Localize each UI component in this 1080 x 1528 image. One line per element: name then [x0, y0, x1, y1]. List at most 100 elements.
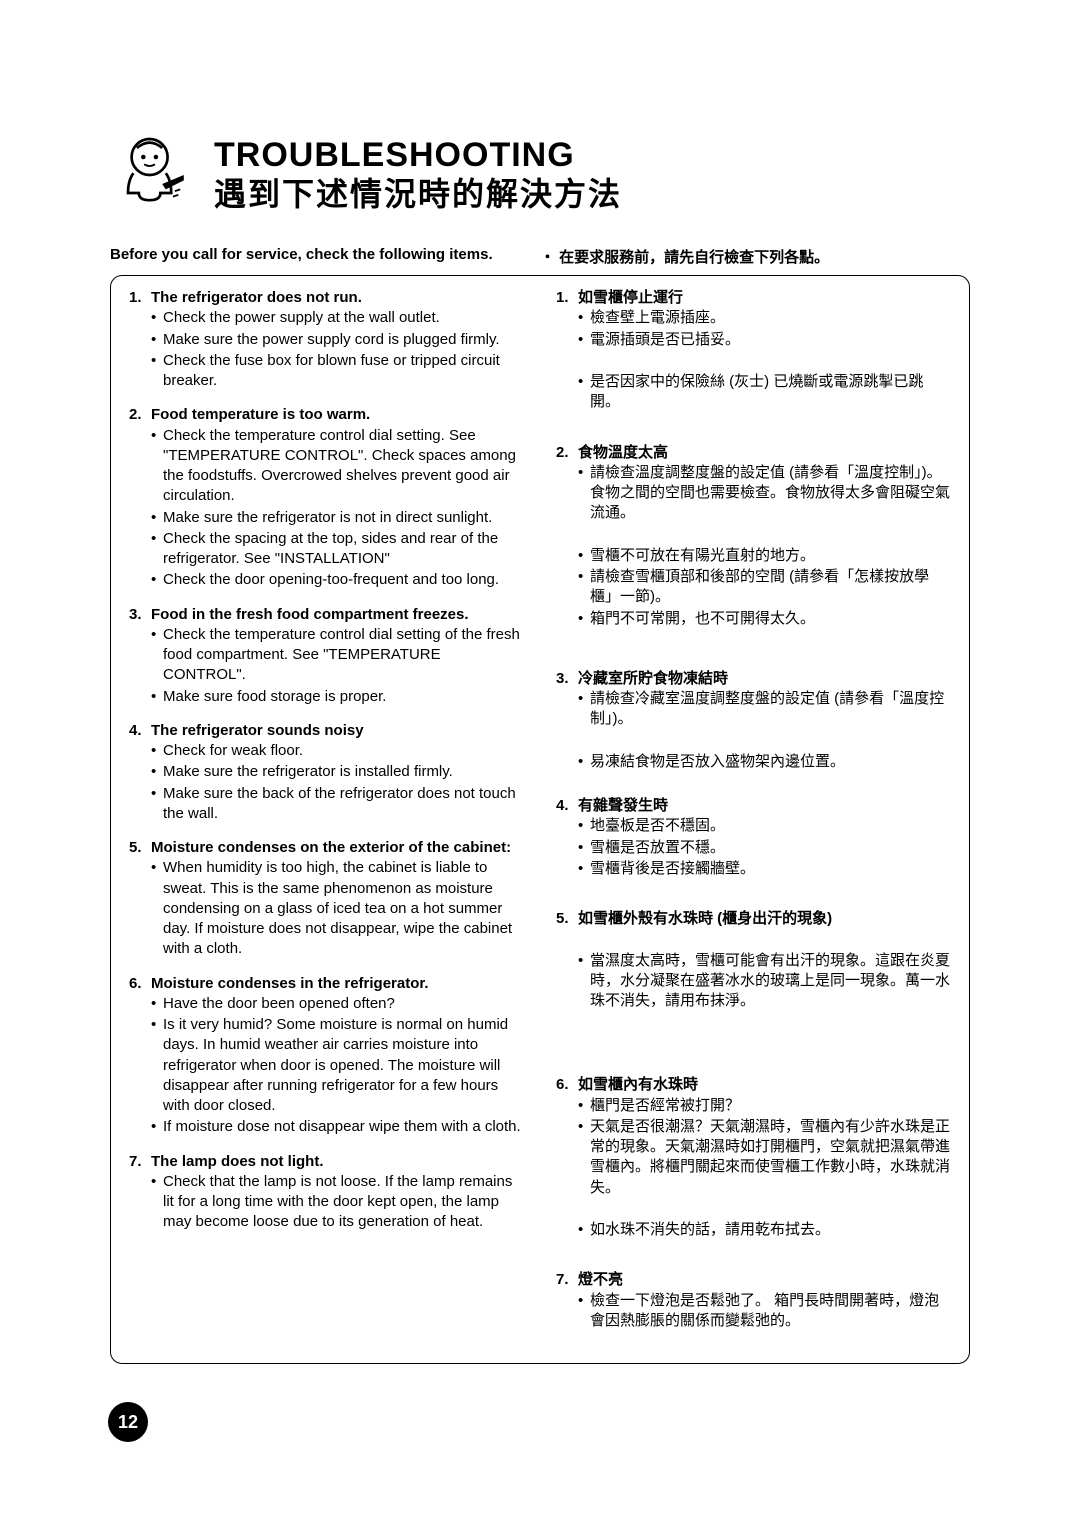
bullet-icon: • [151, 994, 163, 1014]
bullet-icon: • [578, 372, 590, 413]
section-number: 5. [556, 909, 578, 929]
bullet-icon: • [151, 625, 163, 686]
list-item-text: Make sure the power supply cord is plugg… [163, 330, 524, 350]
en-section-heading: 3.Food in the fresh food compartment fre… [129, 605, 524, 625]
bullet-icon: • [151, 858, 163, 959]
intro-chinese: ・ 在要求服務前，請先自行檢查下列各點。 [540, 246, 970, 267]
bullet-icon: • [151, 762, 163, 782]
zh-section-list: •請檢查冷藏室溫度調整度盤的設定值 (請參看「溫度控制」)。 •易凍結食物是否放… [556, 689, 951, 772]
list-item: •天氣是否很潮濕？天氣潮濕時，雪櫃內有少許水珠是正常的現象。天氣潮濕時如打開櫃門… [578, 1117, 951, 1198]
list-item-text: 箱門不可常開，也不可開得太久。 [590, 609, 951, 629]
en-section-heading: 4.The refrigerator sounds noisy [129, 721, 524, 741]
list-item-text: Check the door opening-too-frequent and … [163, 570, 524, 590]
section-title: Food temperature is too warm. [151, 405, 524, 425]
list-item-text: Check the spacing at the top, sides and … [163, 529, 524, 570]
section-title: The refrigerator sounds noisy [151, 721, 524, 741]
list-item-text: 請檢查雪櫃頂部和後部的空間 (請參看「怎樣按放學櫃」一節)。 [590, 567, 951, 608]
en-section-heading: 5.Moisture condenses on the exterior of … [129, 838, 524, 858]
zh-section: 3.冷藏室所貯食物凍結時•請檢查冷藏室溫度調整度盤的設定值 (請參看「溫度控制」… [556, 669, 951, 772]
list-item-text: Check for weak floor. [163, 741, 524, 761]
list-item: •Check that the lamp is not loose. If th… [151, 1172, 524, 1233]
list-item-text: 雪櫃是否放置不穩。 [590, 838, 951, 858]
zh-section: 1.如雪櫃停止運行•檢查壁上電源插座。•電源插頭是否已插妥。 •是否因家中的保險… [556, 288, 951, 413]
section-number: 7. [556, 1270, 578, 1290]
list-item-text: If moisture dose not disappear wipe them… [163, 1117, 524, 1137]
zh-section-heading: 5.如雪櫃外殼有水珠時 (櫃身出汗的現象) [556, 909, 951, 929]
list-item-text: Check that the lamp is not loose. If the… [163, 1172, 524, 1233]
en-section: 6.Moisture condenses in the refrigerator… [129, 974, 524, 1138]
list-item: •雪櫃是否放置不穩。 [578, 838, 951, 858]
list-item-text: Check the fuse box for blown fuse or tri… [163, 351, 524, 392]
list-item-text: 天氣是否很潮濕？天氣潮濕時，雪櫃內有少許水珠是正常的現象。天氣潮濕時如打開櫃門，… [590, 1117, 951, 1198]
bullet-icon: • [151, 308, 163, 328]
section-title: 如雪櫃外殼有水珠時 (櫃身出汗的現象) [578, 909, 951, 929]
list-item: •請檢查溫度調整度盤的設定值 (請參看「溫度控制」)。食物之間的空間也需要檢查。… [578, 463, 951, 524]
section-number: 3. [556, 669, 578, 689]
list-item: •雪櫃背後是否接觸牆壁。 [578, 859, 951, 879]
list-item-text: 易凍結食物是否放入盛物架內邊位置。 [590, 752, 951, 772]
en-section: 3.Food in the fresh food compartment fre… [129, 605, 524, 707]
section-number: 1. [556, 288, 578, 308]
list-item [578, 731, 951, 751]
section-number: 6. [556, 1075, 578, 1095]
section-title: The lamp does not light. [151, 1152, 524, 1172]
zh-section-list: •櫃門是否經常被打開？•天氣是否很潮濕？天氣潮濕時，雪櫃內有少許水珠是正常的現象… [556, 1096, 951, 1241]
bullet-icon: • [151, 330, 163, 350]
en-section-heading: 1.The refrigerator does not run. [129, 288, 524, 308]
list-item-text: 請檢查溫度調整度盤的設定值 (請參看「溫度控制」)。食物之間的空間也需要檢查。食… [590, 463, 951, 524]
list-item: •Check the temperature control dial sett… [151, 426, 524, 507]
zh-section-heading: 3.冷藏室所貯食物凍結時 [556, 669, 951, 689]
zh-section-list: •檢查一下燈泡是否鬆弛了。 箱門長時間開著時，燈泡會因熱膨脹的關係而變鬆弛的。 [556, 1291, 951, 1332]
en-section: 4.The refrigerator sounds noisy•Check fo… [129, 721, 524, 824]
section-number: 4. [129, 721, 151, 741]
section-number: 1. [129, 288, 151, 308]
zh-section-heading: 7.燈不亮 [556, 1270, 951, 1290]
bullet-icon: • [578, 951, 590, 1012]
zh-section: 2.食物溫度太高•請檢查溫度調整度盤的設定值 (請參看「溫度控制」)。食物之間的… [556, 443, 951, 629]
bullet-icon: • [151, 1172, 163, 1233]
list-item: •Have the door been opened often? [151, 994, 524, 1014]
page-number-badge: 12 [108, 1402, 148, 1442]
list-item [578, 929, 951, 949]
list-item: •When humidity is too high, the cabinet … [151, 858, 524, 959]
zh-section: 5.如雪櫃外殼有水珠時 (櫃身出汗的現象) •當濕度太高時，雪櫃可能會有出汗的現… [556, 909, 951, 1011]
list-item-text: 櫃門是否經常被打開？ [590, 1096, 951, 1116]
title-english: TROUBLESHOOTING [214, 137, 622, 174]
list-item: •如水珠不消失的話，請用乾布拭去。 [578, 1220, 951, 1240]
list-item: •檢查一下燈泡是否鬆弛了。 箱門長時間開著時，燈泡會因熱膨脹的關係而變鬆弛的。 [578, 1291, 951, 1332]
list-item: •請檢查冷藏室溫度調整度盤的設定值 (請參看「溫度控制」)。 [578, 689, 951, 730]
section-title: 如雪櫃內有水珠時 [578, 1075, 951, 1095]
section-title: 燈不亮 [578, 1270, 951, 1290]
list-item: •當濕度太高時，雪櫃可能會有出汗的現象。這跟在炎夏時，水分凝聚在盛著冰水的玻璃上… [578, 951, 951, 1012]
bullet-icon: • [151, 529, 163, 570]
bullet-icon: • [578, 816, 590, 836]
bullet-icon: • [151, 351, 163, 392]
zh-section-list: • 請檢查溫度調整度盤的設定值 (請參看「溫度控制」)。食物之間的空間也需要檢查。… [556, 463, 951, 629]
list-item-text: When humidity is too high, the cabinet i… [163, 858, 524, 959]
bullet-icon: • [151, 1117, 163, 1137]
bullet-icon: • [578, 1096, 590, 1116]
en-section-list: •Check for weak floor.•Make sure the ref… [129, 741, 524, 824]
en-section-list: •Check that the lamp is not loose. If th… [129, 1172, 524, 1233]
list-item-text: 電源插頭是否已插妥。 [590, 330, 951, 350]
en-section-heading: 6.Moisture condenses in the refrigerator… [129, 974, 524, 994]
bullet-icon: • [578, 752, 590, 772]
list-item: •箱門不可常開，也不可開得太久。 [578, 609, 951, 629]
bullet-icon: • [151, 570, 163, 590]
bullet-icon: • [578, 859, 590, 879]
en-section-heading: 2.Food temperature is too warm. [129, 405, 524, 425]
list-item [578, 1199, 951, 1219]
section-number: 6. [129, 974, 151, 994]
en-section-heading: 7.The lamp does not light. [129, 1152, 524, 1172]
zh-section-heading: 6.如雪櫃內有水珠時 [556, 1075, 951, 1095]
list-item-text: 雪櫃背後是否接觸牆壁。 [590, 859, 951, 879]
bullet-icon: • [578, 546, 590, 566]
list-item: •Check the fuse box for blown fuse or tr… [151, 351, 524, 392]
en-section-list: •Check the temperature control dial sett… [129, 625, 524, 707]
section-title: 冷藏室所貯食物凍結時 [578, 669, 951, 689]
list-item-text: Make sure food storage is proper. [163, 687, 524, 707]
list-item: •Make sure food storage is proper. [151, 687, 524, 707]
en-section-list: •Check the power supply at the wall outl… [129, 308, 524, 391]
section-title: 食物溫度太高 [578, 443, 951, 463]
title-chinese: 遇到下述情況時的解決方法 [214, 175, 622, 213]
